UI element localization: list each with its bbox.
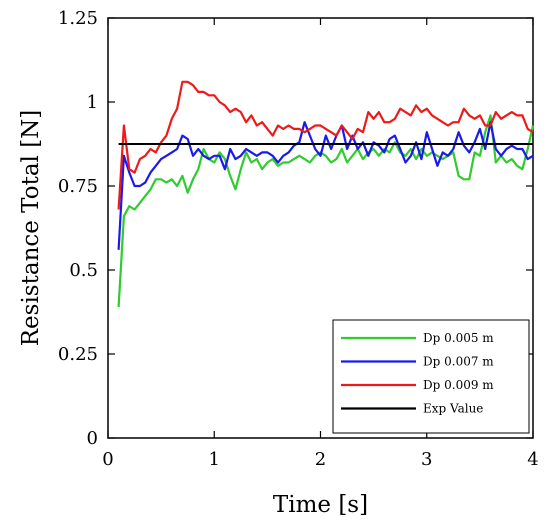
legend-label: Dp 0.005 m (423, 331, 494, 345)
x-tick-label: 0 (102, 449, 113, 470)
series-line-1 (117, 114, 535, 308)
y-tick-label: 0 (87, 428, 98, 449)
y-tick-label: 1.25 (58, 8, 98, 29)
legend: Dp 0.005 m Dp 0.007 m Dp 0.009 m Exp Value (332, 319, 530, 434)
series-line-2 (117, 121, 534, 250)
y-tick-label: 0.25 (58, 344, 98, 365)
series-line-3 (117, 80, 534, 210)
legend-entries: Dp 0.005 m Dp 0.007 m Dp 0.009 m Exp Value (341, 331, 494, 416)
x-tick-label: 4 (527, 449, 538, 470)
x-tick-label: 1 (209, 449, 220, 470)
y-tick-label: 1 (87, 92, 98, 113)
y-tick-label: 0.75 (58, 176, 98, 197)
y-axis-label: Resistance Total [N] (18, 110, 44, 347)
legend-label: Dp 0.009 m (423, 378, 494, 392)
y-tick-label: 0.5 (69, 260, 98, 281)
x-tick-label: 2 (315, 449, 326, 470)
legend-label: Dp 0.007 m (423, 355, 494, 369)
tick-labels: 0 1 2 3 4 0 0.25 0.5 0.75 1 1.25 (58, 8, 539, 470)
x-tick-label: 3 (421, 449, 432, 470)
x-axis-label: Time [s] (273, 492, 368, 518)
series-layer (117, 80, 535, 308)
legend-label: Exp Value (423, 402, 483, 416)
plot-area (107, 17, 535, 439)
